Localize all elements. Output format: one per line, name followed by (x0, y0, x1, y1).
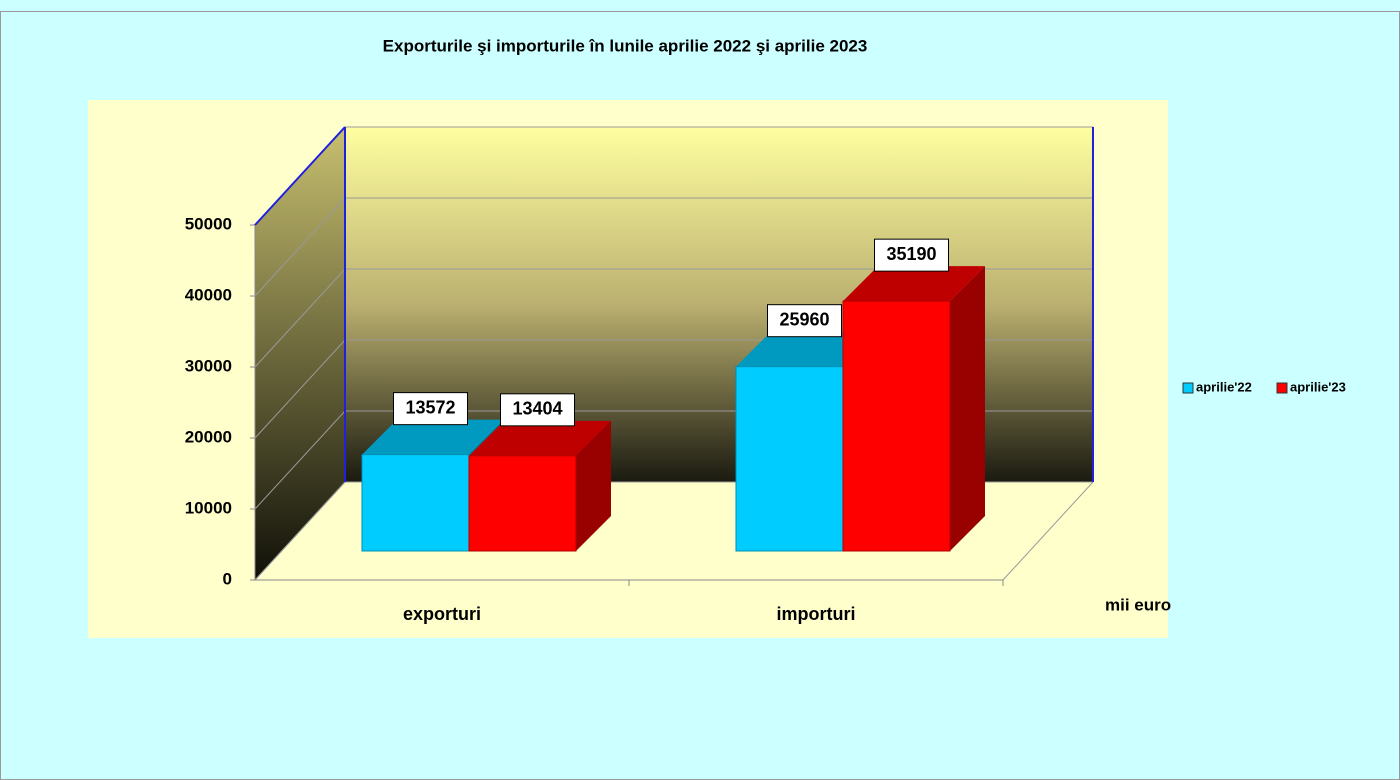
y-tick-label: 10000 (185, 498, 232, 517)
side-wall (255, 127, 345, 580)
x-tick-label: exporturi (403, 604, 481, 624)
value-label-box (393, 392, 468, 426)
grid-line (254, 481, 346, 581)
value-label-box (500, 393, 575, 427)
y-tick-label: 20000 (185, 427, 232, 446)
value-label-box (874, 238, 949, 272)
value-label: 13404 (512, 399, 562, 419)
bar (735, 366, 844, 552)
bar-side (576, 420, 611, 551)
value-label: 35190 (886, 244, 936, 264)
bar (468, 455, 577, 552)
x-tick-label: importuri (777, 604, 856, 624)
bar (842, 300, 951, 552)
grid-line (254, 197, 346, 297)
legend-label: aprilie'22 (1196, 379, 1252, 394)
grid-line (254, 339, 346, 439)
y-tick-label: 0 (223, 569, 232, 588)
bar-top (843, 266, 985, 302)
unit-label: mii euro (1105, 595, 1171, 614)
chart-title: Exporturile şi importurile în lunile apr… (383, 36, 868, 55)
bar-top (469, 420, 611, 456)
value-label-box (767, 304, 842, 338)
bar (361, 454, 470, 552)
legend-swatch (1182, 382, 1194, 394)
legend-swatch (1276, 382, 1288, 394)
y-tick-label: 50000 (185, 214, 232, 233)
grid-line (254, 410, 346, 510)
axis-edge (254, 126, 346, 226)
y-tick-label: 30000 (185, 356, 232, 375)
bar-top (362, 419, 504, 455)
bar-side (950, 266, 985, 551)
grid-line (254, 268, 346, 368)
legend-label: aprilie'23 (1290, 379, 1346, 394)
y-tick-label: 40000 (185, 285, 232, 304)
value-label: 13572 (405, 397, 455, 417)
value-label: 25960 (779, 309, 829, 329)
